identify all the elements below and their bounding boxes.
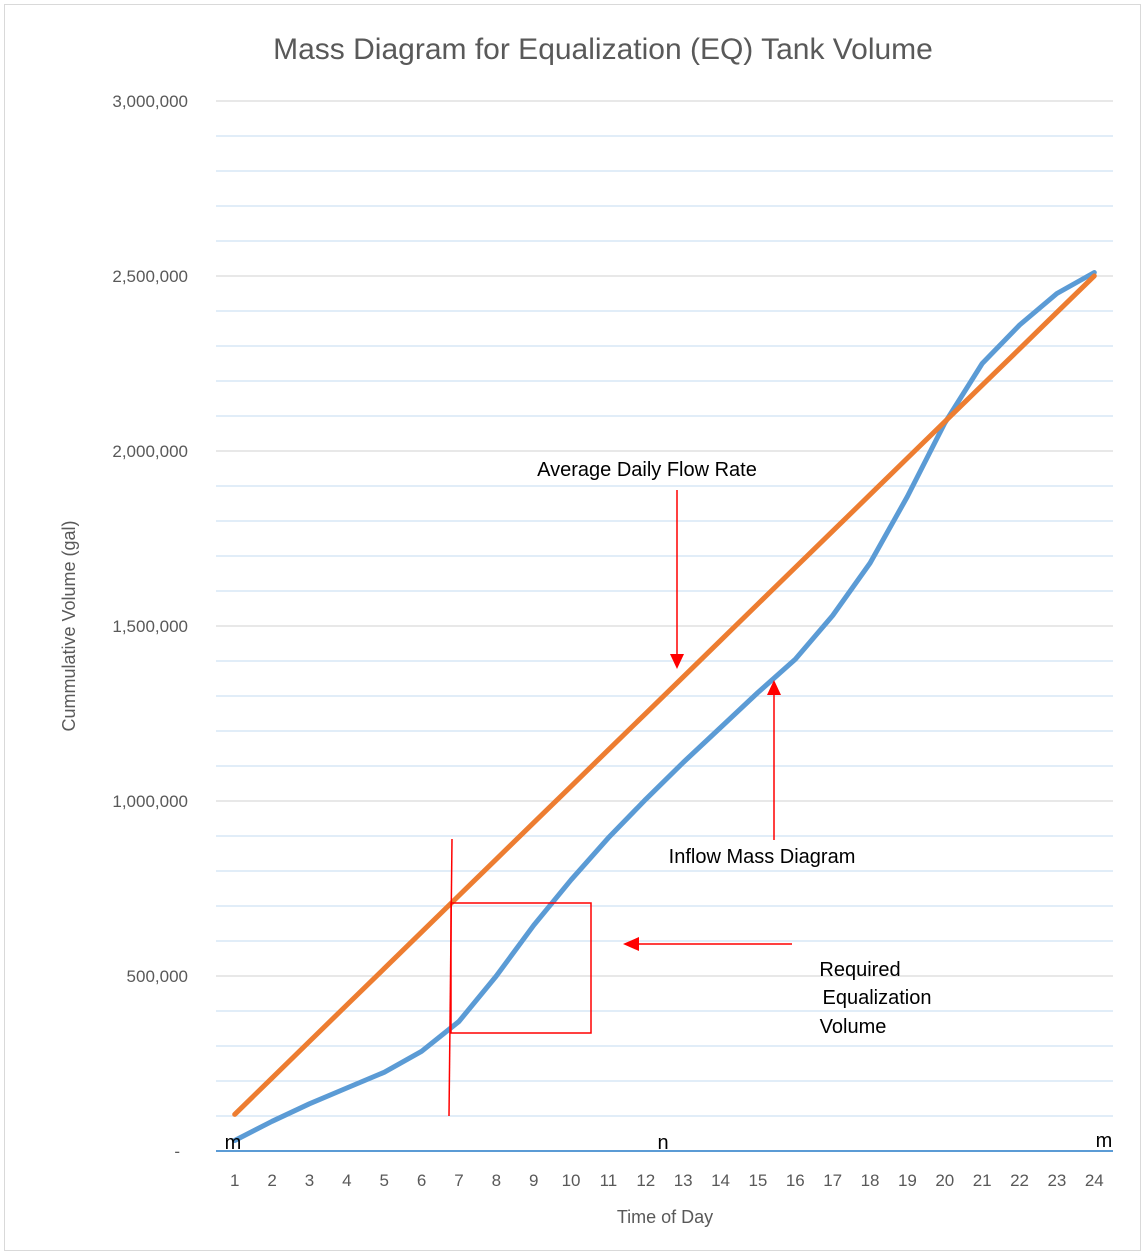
equalization-volume-box — [450, 902, 592, 1034]
annotation-average-daily-flow-rate: Average Daily Flow Rate — [537, 459, 757, 481]
arrow-head-average — [670, 654, 684, 669]
y-tick-label: - — [174, 1142, 180, 1161]
annotations — [448, 490, 792, 1117]
x-tick-label: 2 — [267, 1171, 276, 1190]
chart-title: Mass Diagram for Equalization (EQ) Tank … — [273, 33, 933, 66]
x-tick-label: 14 — [711, 1171, 730, 1190]
arrow-head-equalization — [623, 937, 639, 951]
x-tick-label: 3 — [305, 1171, 314, 1190]
x-tick-label: 19 — [898, 1171, 917, 1190]
series-line-average — [232, 273, 1097, 1117]
x-axis-tick-labels: 1 2 3 4 5 6 7 8 9 10 11 12 13 14 15 16 17 18 19 20 21 22 23 24 — [230, 1171, 1104, 1190]
x-tick-label: 15 — [748, 1171, 767, 1190]
minor-gridlines — [216, 135, 1113, 1117]
x-tick-label: 10 — [562, 1171, 581, 1190]
annotation-required-line3: Volume — [820, 1016, 887, 1038]
x-tick-label: 7 — [454, 1171, 463, 1190]
x-tick-label: 11 — [600, 1171, 618, 1190]
x-tick-label: 20 — [935, 1171, 954, 1190]
axis-mark-m-right: m — [1096, 1130, 1113, 1152]
x-tick-label: 13 — [674, 1171, 693, 1190]
x-tick-label: 23 — [1047, 1171, 1066, 1190]
arrow-head-inflow — [767, 680, 781, 695]
x-tick-label: 8 — [492, 1171, 501, 1190]
annotation-required-line2: Equalization — [823, 987, 932, 1009]
x-tick-label: 9 — [529, 1171, 538, 1190]
x-tick-label: 22 — [1010, 1171, 1029, 1190]
y-tick-label: 500,000 — [127, 967, 188, 986]
y-tick-label: 1,500,000 — [112, 617, 188, 636]
chart-frame — [4, 4, 1141, 1251]
y-tick-label: 2,000,000 — [112, 442, 188, 461]
y-axis-tick-labels: - 500,000 1,000,000 1,500,000 2,000,000 2,500… — [112, 92, 188, 1161]
y-tick-label: 3,000,000 — [112, 92, 188, 111]
x-tick-label: 12 — [636, 1171, 655, 1190]
x-tick-label: 21 — [973, 1171, 992, 1190]
y-axis-title: Cummulative Volume (gal) — [59, 520, 79, 731]
major-gridlines — [216, 100, 1113, 977]
axis-mark-n: n — [657, 1132, 668, 1154]
axis-mark-m-left: m — [225, 1132, 242, 1154]
x-axis-title: Time of Day — [617, 1207, 713, 1227]
annotation-required-line1: Required — [819, 959, 900, 981]
x-tick-label: 24 — [1085, 1171, 1104, 1190]
x-tick-label: 6 — [417, 1171, 426, 1190]
x-tick-label: 4 — [342, 1171, 351, 1190]
x-tick-label: 5 — [379, 1171, 388, 1190]
y-tick-label: 2,500,000 — [112, 267, 188, 286]
series-lines — [232, 270, 1097, 1143]
x-tick-label: 16 — [786, 1171, 805, 1190]
x-tick-label: 1 — [230, 1171, 239, 1190]
annotation-inflow-mass-diagram: Inflow Mass Diagram — [669, 846, 856, 868]
x-tick-label: 17 — [823, 1171, 842, 1190]
y-tick-label: 1,000,000 — [112, 792, 188, 811]
x-tick-label: 18 — [861, 1171, 880, 1190]
